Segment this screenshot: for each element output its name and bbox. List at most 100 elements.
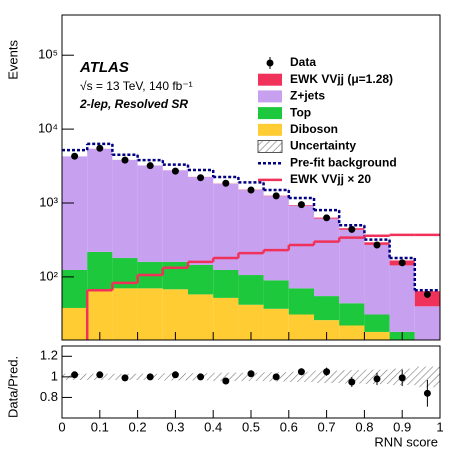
data-point xyxy=(273,192,280,199)
data-point xyxy=(248,186,255,193)
stack-segment xyxy=(188,265,213,294)
stack-segment xyxy=(339,325,364,345)
x-tick-label: 0.9 xyxy=(393,419,411,434)
stack-segment xyxy=(188,177,213,265)
stack-segment xyxy=(289,206,314,289)
data-point xyxy=(222,180,229,187)
x-tick-label: 0.5 xyxy=(242,419,260,434)
data-point xyxy=(121,157,128,164)
legend-marker xyxy=(267,60,274,67)
ratio-point xyxy=(71,371,78,378)
x-tick-label: 0.6 xyxy=(280,419,298,434)
stack-segment xyxy=(238,275,263,305)
data-point xyxy=(323,214,330,221)
ratio-point xyxy=(424,390,431,397)
ratio-point xyxy=(298,368,305,375)
stack-segment xyxy=(364,332,389,345)
x-tick-label: 0.4 xyxy=(204,419,222,434)
legend-swatch xyxy=(258,141,282,153)
data-point xyxy=(172,168,179,175)
data-point xyxy=(374,242,381,249)
ratio-point xyxy=(147,373,154,380)
stack-segment xyxy=(62,270,87,308)
data-point xyxy=(348,226,355,233)
stack-segment xyxy=(264,280,289,309)
legend-label: Top xyxy=(290,105,311,119)
stack-segment xyxy=(87,149,112,252)
x-tick-label: 1 xyxy=(436,419,443,434)
y-tick-label: 10³ xyxy=(39,194,58,209)
legend-label: Diboson xyxy=(290,122,338,136)
stack-segment xyxy=(138,288,163,345)
stack-segment xyxy=(390,265,415,332)
data-point xyxy=(197,174,204,181)
ratio-point xyxy=(96,371,103,378)
legend-label: Data xyxy=(290,55,316,69)
ratio-point xyxy=(172,371,179,378)
ratio-point xyxy=(248,370,255,377)
stack-segment xyxy=(289,288,314,314)
y-tick-label: 10² xyxy=(39,268,58,283)
stack-segment xyxy=(364,314,389,331)
data-point xyxy=(71,153,78,160)
stack-segment xyxy=(112,288,137,345)
ratio-point xyxy=(121,374,128,381)
y-tick-label: 10⁴ xyxy=(38,121,58,136)
stack-segment xyxy=(62,308,87,345)
stack-segment xyxy=(264,196,289,280)
legend-swatch xyxy=(258,90,282,102)
legend-label: Uncertainty xyxy=(290,139,356,153)
stack-segment xyxy=(138,166,163,262)
stack-segment xyxy=(188,294,213,345)
legend-swatch xyxy=(258,124,282,136)
stack-segment xyxy=(238,190,263,275)
stack-segment xyxy=(415,306,440,358)
stack-segment xyxy=(364,245,389,315)
atlas-label: ATLAS xyxy=(79,59,129,76)
x-tick-label: 0.8 xyxy=(355,419,373,434)
x-tick-label: 0.2 xyxy=(129,419,147,434)
legend-label: Z+jets xyxy=(290,89,325,103)
energy-label: √s = 13 TeV, 140 fb⁻¹ xyxy=(80,79,193,93)
ratio-plot-area xyxy=(62,367,440,407)
ratio-y-axis-label: Data/Pred. xyxy=(5,356,20,418)
ratio-point xyxy=(222,377,229,384)
data-point xyxy=(298,201,305,208)
x-axis-label: RNN score xyxy=(374,434,438,449)
ratio-point xyxy=(197,373,204,380)
y-tick-label: 1.2 xyxy=(40,348,58,363)
stack-segment xyxy=(87,252,112,290)
ratio-point xyxy=(323,368,330,375)
stack-segment xyxy=(339,230,364,303)
ratio-point xyxy=(273,373,280,380)
stack-segment xyxy=(314,219,339,296)
stack-segment xyxy=(112,160,137,258)
stack-segment xyxy=(213,298,238,345)
y-tick-label: 10⁵ xyxy=(38,47,58,62)
stack-segment xyxy=(163,262,188,289)
x-tick-label: 0.3 xyxy=(166,419,184,434)
stack-segment xyxy=(163,170,188,261)
y-axis-label: Events xyxy=(5,40,20,80)
x-tick-label: 0 xyxy=(58,419,65,434)
legend-label: EWK VVjj (μ=1.28) xyxy=(290,72,393,86)
data-point xyxy=(96,145,103,152)
ratio-point xyxy=(399,374,406,381)
ratio-point xyxy=(348,379,355,386)
legend-label: EWK VVjj × 20 xyxy=(290,172,371,186)
data-point xyxy=(424,291,431,298)
y-tick-label: 1 xyxy=(51,368,58,383)
legend-swatch xyxy=(258,74,282,86)
stack-segment xyxy=(213,270,238,298)
legend-swatch xyxy=(258,107,282,119)
stack-segment xyxy=(314,296,339,320)
ratio-point xyxy=(374,375,381,382)
data-point xyxy=(399,259,406,266)
stack-segment xyxy=(339,303,364,325)
data-point xyxy=(147,162,154,169)
x-tick-label: 0.7 xyxy=(318,419,336,434)
legend-label: Pre-fit background xyxy=(290,155,397,169)
region-label: 2-lep, Resolved SR xyxy=(79,97,188,111)
x-tick-label: 0.1 xyxy=(91,419,109,434)
